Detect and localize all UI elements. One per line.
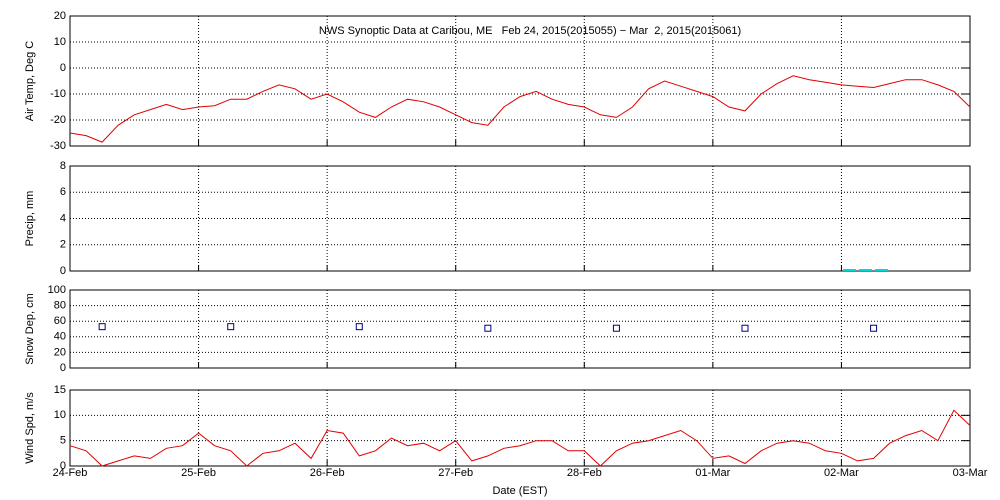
data-line (69, 409, 971, 467)
y-axis-label: Precip, mm (24, 191, 36, 247)
x-tick-label: 27-Feb (438, 467, 473, 479)
y-tick-label: 0 (60, 362, 66, 374)
y-axis-label: Snow Dep, cm (24, 293, 36, 365)
x-tick-label: 02-Mar (824, 467, 859, 479)
y-tick-label: 2 (60, 239, 66, 251)
data-point (98, 323, 106, 331)
y-tick-label: 40 (54, 331, 66, 343)
data-point (870, 324, 878, 332)
x-tick-label: 26-Feb (310, 467, 345, 479)
y-tick-label: -20 (50, 114, 66, 126)
y-tick-label: 60 (54, 315, 66, 327)
y-tick-label: 80 (54, 300, 66, 312)
precip-bar (875, 269, 889, 271)
data-point (612, 324, 620, 332)
plot-frame (69, 389, 971, 467)
data-point (484, 324, 492, 332)
x-tick-label: 24-Feb (53, 467, 88, 479)
y-axis-label: Wind Spd, m/s (24, 392, 36, 464)
precip-bar (859, 269, 872, 271)
y-tick-label: 20 (54, 346, 66, 358)
y-tick-label: 8 (60, 160, 66, 172)
y-tick-label: 0 (60, 265, 66, 277)
x-tick-label: 01-Mar (695, 467, 730, 479)
y-tick-label: 10 (54, 409, 66, 421)
y-tick-label: 4 (60, 212, 66, 224)
data-point (355, 323, 363, 331)
x-tick-label: 25-Feb (181, 467, 216, 479)
y-tick-label: 100 (48, 284, 66, 296)
x-tick-label: 28-Feb (567, 467, 602, 479)
y-tick-label: 0 (60, 62, 66, 74)
plot-frame (69, 289, 971, 369)
y-axis-label: Air Temp, Deg C (24, 41, 36, 122)
y-tick-label: 5 (60, 435, 66, 447)
y-tick-label: 0 (60, 460, 66, 472)
data-line (69, 75, 971, 143)
x-tick-label: 03-Mar (953, 467, 988, 479)
y-tick-label: -10 (50, 88, 66, 100)
y-tick-label: -30 (50, 140, 66, 152)
x-axis-label: Date (EST) (492, 485, 547, 497)
y-tick-label: 15 (54, 384, 66, 396)
data-point (227, 323, 235, 331)
precip-bar (843, 269, 856, 271)
chart-title: NWS Synoptic Data at Caribou, ME Feb 24,… (319, 25, 741, 37)
y-tick-label: 10 (54, 36, 66, 48)
y-tick-label: 20 (54, 10, 66, 22)
data-point (741, 324, 749, 332)
y-tick-label: 6 (60, 186, 66, 198)
